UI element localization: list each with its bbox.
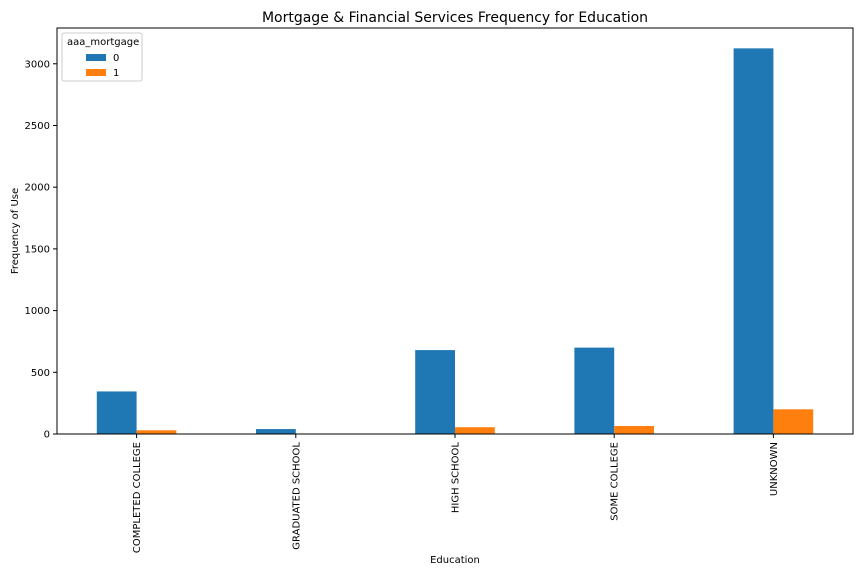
y-tick-label-6: 3000 [25, 59, 50, 70]
legend-swatch-series-0 [86, 54, 106, 61]
y-axis: 0 500 1000 1500 2000 2500 3000 [25, 59, 57, 441]
y-tick-label-3: 1500 [25, 244, 50, 255]
bar-series-1-4 [614, 425, 654, 434]
legend-swatch-series-1 [86, 69, 106, 76]
bar-series-0-4 [574, 347, 615, 434]
legend-label-series-0: 0 [113, 53, 119, 64]
bar-series-1-5 [773, 409, 814, 434]
x-axis: COMPLETED COLLEGE GRADUATED SCHOOL HIGH SC… [132, 434, 780, 553]
bars-group [96, 48, 814, 435]
legend: aaa_mortgage 0 1 [61, 32, 143, 82]
y-axis-label: Frequency of Use [10, 188, 21, 274]
bar-series-0-2 [256, 429, 296, 434]
x-tick-label-4: UNKNOWN [769, 442, 780, 496]
y-tick-label-4: 2000 [25, 183, 50, 194]
y-tick-label-1: 500 [31, 368, 50, 379]
bar-series-0-3 [415, 350, 455, 434]
legend-title: aaa_mortgage [67, 37, 139, 48]
bar-series-1-1 [136, 430, 177, 434]
x-tick-label-2: HIGH SCHOOL [451, 442, 462, 514]
bar-series-0-5 [733, 48, 774, 435]
x-tick-label-1: GRADUATED SCHOOL [291, 442, 302, 550]
chart-title: Mortgage & Financial Services Frequency … [262, 10, 648, 26]
x-tick-label-0: COMPLETED COLLEGE [132, 442, 143, 553]
bar-series-1-3 [455, 427, 495, 434]
legend-label-series-1: 1 [113, 68, 119, 79]
x-tick-label-3: SOME COLLEGE [610, 442, 621, 521]
y-tick-label-0: 0 [44, 430, 50, 441]
bar-series-0-1 [96, 391, 137, 434]
x-axis-label: Education [430, 555, 480, 566]
y-tick-label-5: 2500 [25, 121, 50, 132]
y-tick-label-2: 1000 [25, 306, 50, 317]
